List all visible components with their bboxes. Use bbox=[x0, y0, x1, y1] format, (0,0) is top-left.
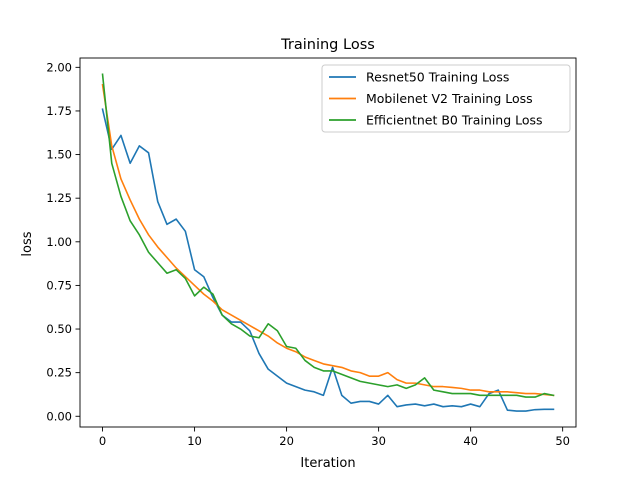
legend-label-1: Resnet50 Training Loss bbox=[366, 70, 509, 85]
x-tick-label: 0 bbox=[99, 434, 106, 448]
series-line-3 bbox=[101, 73, 555, 398]
y-tick-label: 1.00 bbox=[46, 235, 72, 249]
y-tick-label: 0.25 bbox=[46, 366, 72, 380]
plot-frame bbox=[79, 57, 577, 428]
y-tick-label: 0.75 bbox=[46, 278, 72, 292]
y-tick-label: 0.50 bbox=[46, 322, 72, 336]
x-axis: 0 10 20 30 40 50 bbox=[99, 427, 570, 448]
series-line-2 bbox=[101, 83, 555, 397]
series-line-1 bbox=[101, 108, 555, 412]
chart-title: Training Loss bbox=[280, 37, 375, 53]
legend-label-3: Efficientnet B0 Training Loss bbox=[366, 113, 543, 128]
plot-area bbox=[79, 57, 577, 428]
legend-box bbox=[321, 64, 571, 133]
y-tick-label: 0.00 bbox=[46, 409, 72, 423]
legend: Resnet50 Training Loss Mobilenet V2 Train… bbox=[321, 64, 571, 133]
x-axis-label: Iteration bbox=[300, 456, 355, 471]
legend-label-2: Mobilenet V2 Training Loss bbox=[366, 91, 533, 106]
y-tick-label: 1.75 bbox=[46, 104, 72, 118]
x-tick-label: 30 bbox=[371, 434, 386, 448]
y-tick-label: 1.50 bbox=[46, 148, 72, 162]
x-tick-label: 20 bbox=[279, 434, 294, 448]
y-tick-label: 1.25 bbox=[46, 191, 72, 205]
y-axis: 0.00 0.25 0.50 0.75 1.00 1.25 1.50 1.75 2.00 bbox=[46, 60, 80, 423]
x-tick-label: 40 bbox=[463, 434, 478, 448]
x-tick-label: 10 bbox=[187, 434, 202, 448]
y-axis-label: loss bbox=[20, 231, 35, 256]
x-tick-label: 50 bbox=[555, 434, 570, 448]
y-tick-label: 2.00 bbox=[46, 60, 72, 74]
